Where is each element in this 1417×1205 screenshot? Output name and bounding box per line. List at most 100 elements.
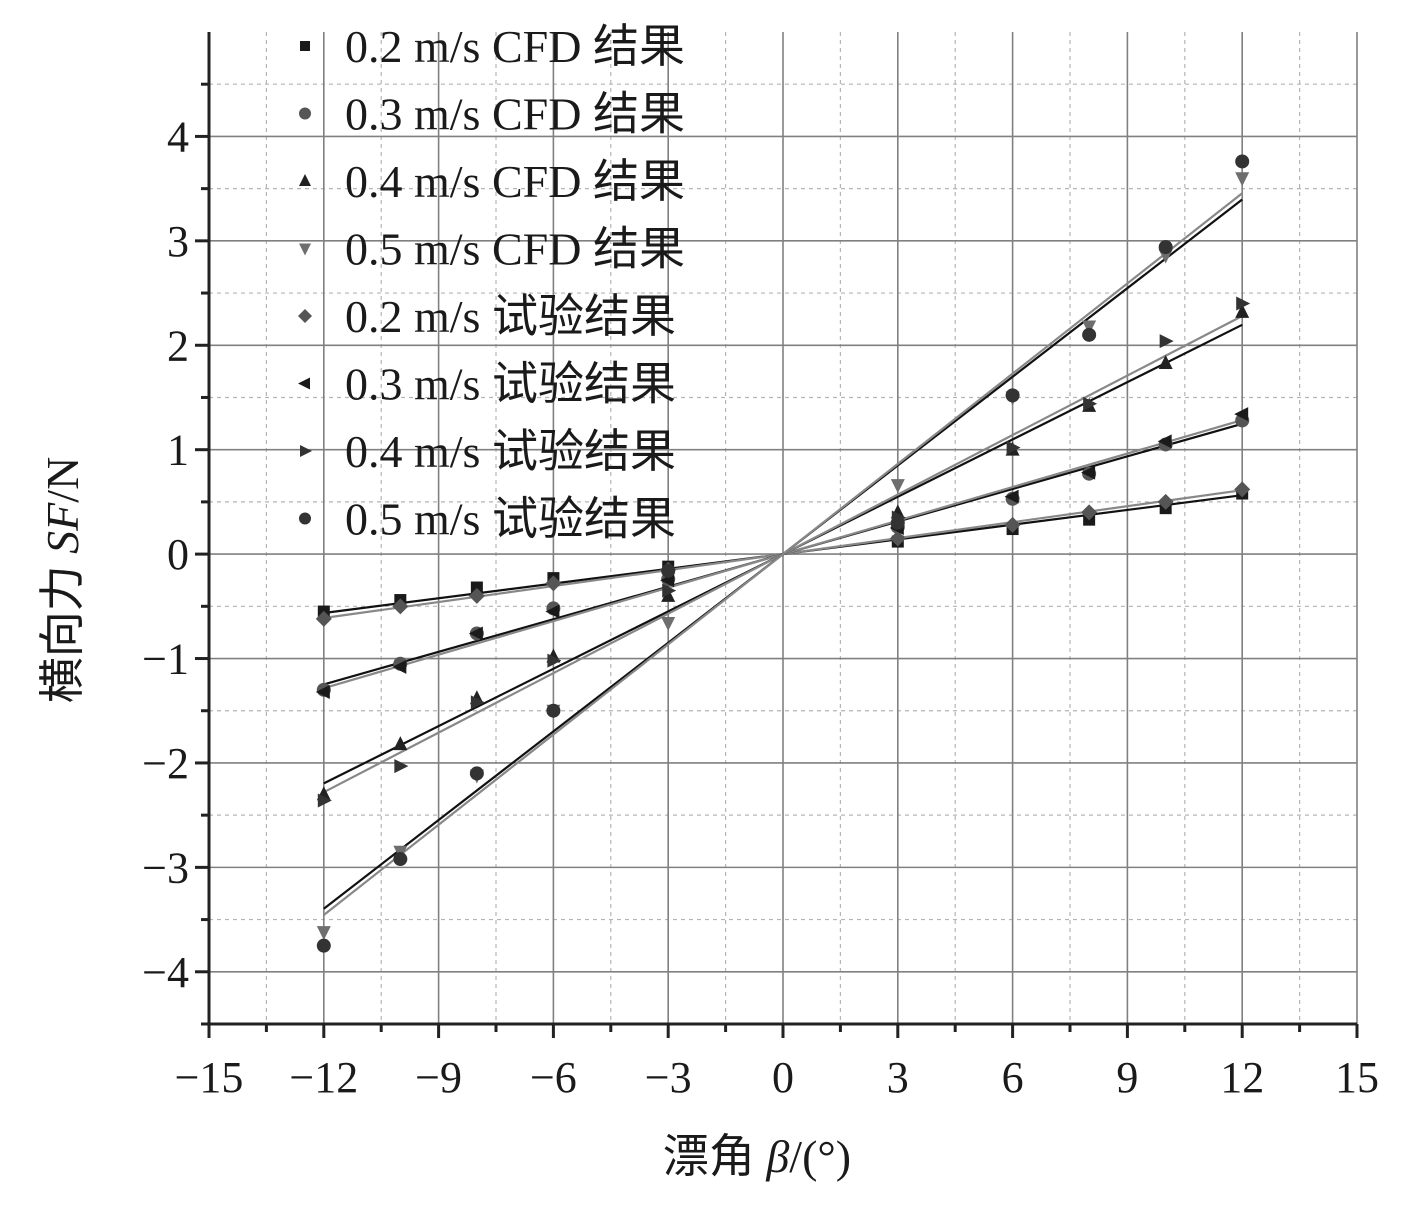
data-point — [545, 604, 560, 619]
fit-line — [323, 192, 1243, 916]
data-point — [1236, 296, 1251, 311]
legend-marker — [299, 243, 311, 256]
y-tick-label: 3 — [167, 217, 189, 266]
axis-labels: 漂角 β/(°) 横向力 SF/N — [37, 457, 851, 1182]
y-tick-label: 1 — [167, 426, 189, 475]
y-axis-label: 横向力 SF/N — [37, 457, 88, 704]
legend-marker — [299, 512, 311, 525]
data-point — [1159, 334, 1174, 349]
legend-label: 0.5 m/s 试验结果 — [345, 494, 676, 545]
data-point — [392, 598, 409, 615]
y-axis-label-text: 横向力 — [37, 554, 88, 704]
x-tick-label: 6 — [1002, 1053, 1024, 1102]
legend: 0.2 m/s CFD 结果 0.3 m/s CFD 结果 0.4 m/s CFD … — [298, 21, 685, 545]
x-tick-label: 0 — [772, 1053, 794, 1102]
legend-marker — [300, 445, 312, 457]
data-point — [315, 684, 330, 699]
data-point — [393, 852, 408, 867]
x-axis-label-unit: /(°) — [789, 1131, 851, 1182]
data-point — [889, 530, 906, 547]
data-point — [662, 583, 677, 598]
y-tick-label: −1 — [142, 635, 189, 684]
y-tick-label: −4 — [142, 948, 189, 997]
series-8 — [316, 154, 1250, 953]
data-point — [468, 626, 483, 641]
data-point — [317, 793, 332, 808]
y-tick-label: −2 — [142, 739, 189, 788]
legend-label: 0.5 m/s CFD 结果 — [345, 224, 685, 275]
legend-marker — [298, 377, 310, 390]
data-point — [392, 659, 407, 674]
data-point — [315, 610, 332, 627]
data-point — [661, 563, 676, 578]
data-point — [1005, 388, 1020, 403]
legend-entry: 0.2 m/s 试验结果 — [298, 291, 676, 342]
data-point — [1157, 493, 1174, 510]
data-point — [316, 938, 331, 953]
legend-marker — [299, 107, 311, 120]
legend-marker — [298, 309, 312, 323]
data-point — [1157, 434, 1172, 449]
data-point — [470, 581, 483, 594]
data-point — [1081, 465, 1096, 480]
legend-label: 0.3 m/s CFD 结果 — [345, 89, 685, 140]
legend-entry: 0.4 m/s CFD 结果 — [299, 156, 685, 207]
x-tick-label: −3 — [645, 1053, 692, 1102]
data-point — [469, 766, 484, 781]
legend-entry: 0.5 m/s 试验结果 — [299, 494, 676, 545]
data-point — [468, 587, 485, 604]
data-point — [1082, 327, 1097, 342]
data-point — [1235, 303, 1250, 318]
data-point — [1006, 440, 1021, 455]
x-tick-label: 15 — [1335, 1053, 1379, 1102]
data-point — [661, 617, 676, 632]
data-point — [1234, 481, 1251, 498]
data-point — [1081, 504, 1098, 521]
data-point — [394, 759, 409, 774]
legend-entry: 0.3 m/s 试验结果 — [298, 359, 676, 410]
data-point — [1083, 396, 1098, 411]
x-tick-label: −12 — [289, 1053, 358, 1102]
data-point — [890, 515, 905, 530]
data-point — [890, 479, 905, 494]
legend-entry: 0.3 m/s CFD 结果 — [299, 89, 685, 140]
y-axis-label-unit: /N — [37, 457, 88, 503]
y-tick-label: −3 — [142, 843, 189, 892]
legend-entry: 0.5 m/s CFD 结果 — [299, 224, 685, 275]
y-axis-label-symbol: SF — [37, 502, 88, 554]
x-tick-label: 3 — [887, 1053, 909, 1102]
y-tick-label: 4 — [167, 112, 189, 161]
x-tick-label: 12 — [1220, 1053, 1264, 1102]
legend-label: 0.4 m/s 试验结果 — [345, 426, 676, 477]
data-point — [393, 736, 408, 751]
x-tick-label: −9 — [415, 1053, 462, 1102]
x-axis-label-text: 漂角 — [663, 1131, 767, 1182]
x-axis-label-symbol: β — [765, 1131, 789, 1182]
series-5 — [315, 481, 1251, 627]
x-tick-label: 9 — [1116, 1053, 1138, 1102]
legend-label: 0.4 m/s CFD 结果 — [345, 156, 685, 207]
x-axis-label: 漂角 β/(°) — [663, 1131, 851, 1182]
y-tick-label: 2 — [167, 321, 189, 370]
x-tick-label: −15 — [175, 1053, 244, 1102]
data-point — [1234, 407, 1249, 422]
legend-marker — [299, 174, 311, 186]
x-tick-label: −6 — [530, 1053, 577, 1102]
data-point — [661, 587, 676, 602]
legend-entry: 0.4 m/s 试验结果 — [300, 426, 676, 477]
data-point — [470, 695, 485, 710]
data-point — [1004, 489, 1019, 504]
legend-label: 0.2 m/s CFD 结果 — [345, 21, 685, 72]
legend-label: 0.2 m/s 试验结果 — [345, 291, 676, 342]
data-point — [546, 703, 561, 718]
legend-marker — [300, 41, 310, 51]
data-point — [547, 653, 562, 668]
data-point — [1004, 516, 1021, 533]
data-point — [545, 575, 562, 592]
data-point — [1082, 320, 1097, 335]
data-point — [1158, 240, 1173, 255]
data-point — [1158, 355, 1173, 370]
